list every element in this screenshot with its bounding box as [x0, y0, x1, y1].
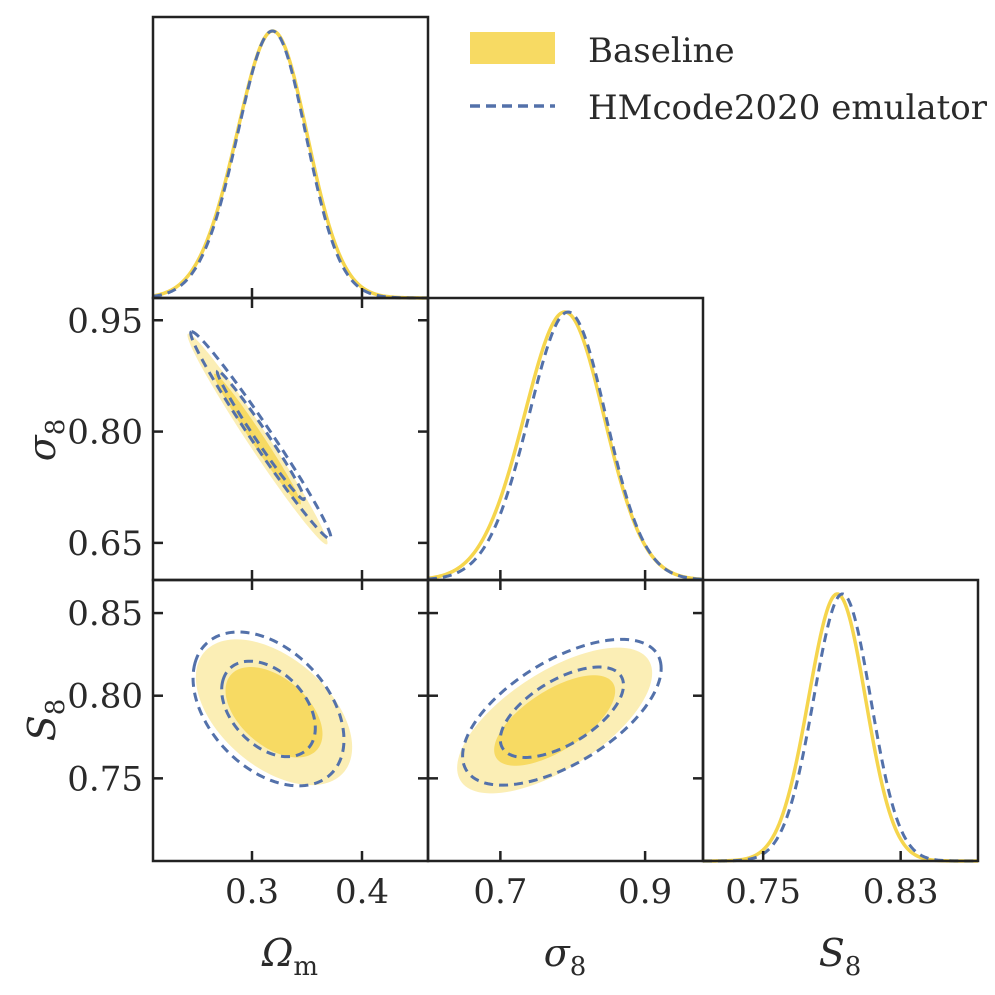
xlabel-sigma-8: σ8	[544, 931, 587, 982]
emulator-Omega_m-marginal-line	[152, 29, 428, 300]
baseline-sigma_8-marginal-line	[427, 310, 704, 582]
emulator-68-contour	[215, 369, 306, 502]
legend: Baseline HMcode2020 emulator	[470, 31, 988, 128]
yaxis-Omega_m-sigma_8-tick-label-0: 0.95	[67, 301, 143, 341]
emulator-sigma_8-marginal-line	[427, 310, 704, 581]
xlabel-s-8: S8	[819, 931, 862, 982]
yaxis-Omega_m-sigma_8-tick-label-1: 0.80	[67, 413, 143, 453]
ylabel-sigma-8: σ8	[20, 419, 71, 462]
panel-sigma_8-S_8	[426, 578, 705, 863]
xlabel-omega-m: Ωm	[261, 931, 318, 982]
xaxis-S_8-tick-label-1: 0.83	[863, 872, 939, 912]
panel-Omega_m-sigma_8	[151, 296, 430, 582]
ylabel-s-8: S8	[20, 699, 71, 742]
emulator-68-contour	[498, 665, 625, 759]
yaxis-Omega_m-S_8-tick-label-1: 0.80	[67, 677, 143, 717]
legend-emulator-label: HMcode2020 emulator	[588, 88, 988, 128]
xaxis-Omega_m-S_8-tick-label-0: 0.3	[225, 872, 279, 912]
contours-Omega_m-S_8	[191, 630, 353, 788]
emulator-68-contour	[220, 659, 317, 759]
xaxis-Omega_m-S_8-tick-label-1: 0.4	[335, 872, 389, 912]
baseline-S_8-marginal-line	[703, 592, 978, 863]
contours-sigma_8-S_8	[457, 637, 663, 794]
panel-frame-S_8-marginal	[701, 578, 980, 863]
xaxis-sigma_8-S_8-tick-label-1: 0.9	[618, 872, 672, 912]
emulator-95-contour	[191, 630, 346, 788]
yaxis-Omega_m-sigma_8-tick-label-2: 0.65	[67, 524, 143, 564]
panels: 0.75 0.830.950.800.650.3 0.40.850.800.750.…	[20, 15, 980, 982]
contours-Omega_m-sigma_8	[187, 330, 333, 545]
emulator-95-contour	[461, 637, 663, 787]
panel-frame-sigma_8-S_8	[426, 578, 705, 863]
legend-baseline-swatch	[470, 32, 555, 64]
xaxis-sigma_8-S_8-tick-label-0: 0.7	[473, 872, 527, 912]
panel-Omega_m-S_8	[151, 578, 430, 863]
legend-baseline-label: Baseline	[588, 31, 735, 71]
yaxis-Omega_m-S_8-tick-label-0: 0.85	[67, 594, 143, 634]
panel-frame-sigma_8-marginal	[426, 296, 705, 582]
xaxis-S_8-tick-label-0: 0.75	[725, 872, 801, 912]
baseline-68-contour	[494, 675, 616, 766]
emulator-S_8-marginal-line	[702, 592, 978, 863]
panel-S_8-marginal: 0.75 0.83	[701, 578, 980, 912]
yaxis-Omega_m-S_8-tick-label-2: 0.75	[67, 759, 143, 799]
emulator-95-contour	[189, 330, 333, 541]
panel-Omega_m-marginal	[151, 15, 430, 300]
panel-sigma_8-marginal	[426, 296, 705, 582]
